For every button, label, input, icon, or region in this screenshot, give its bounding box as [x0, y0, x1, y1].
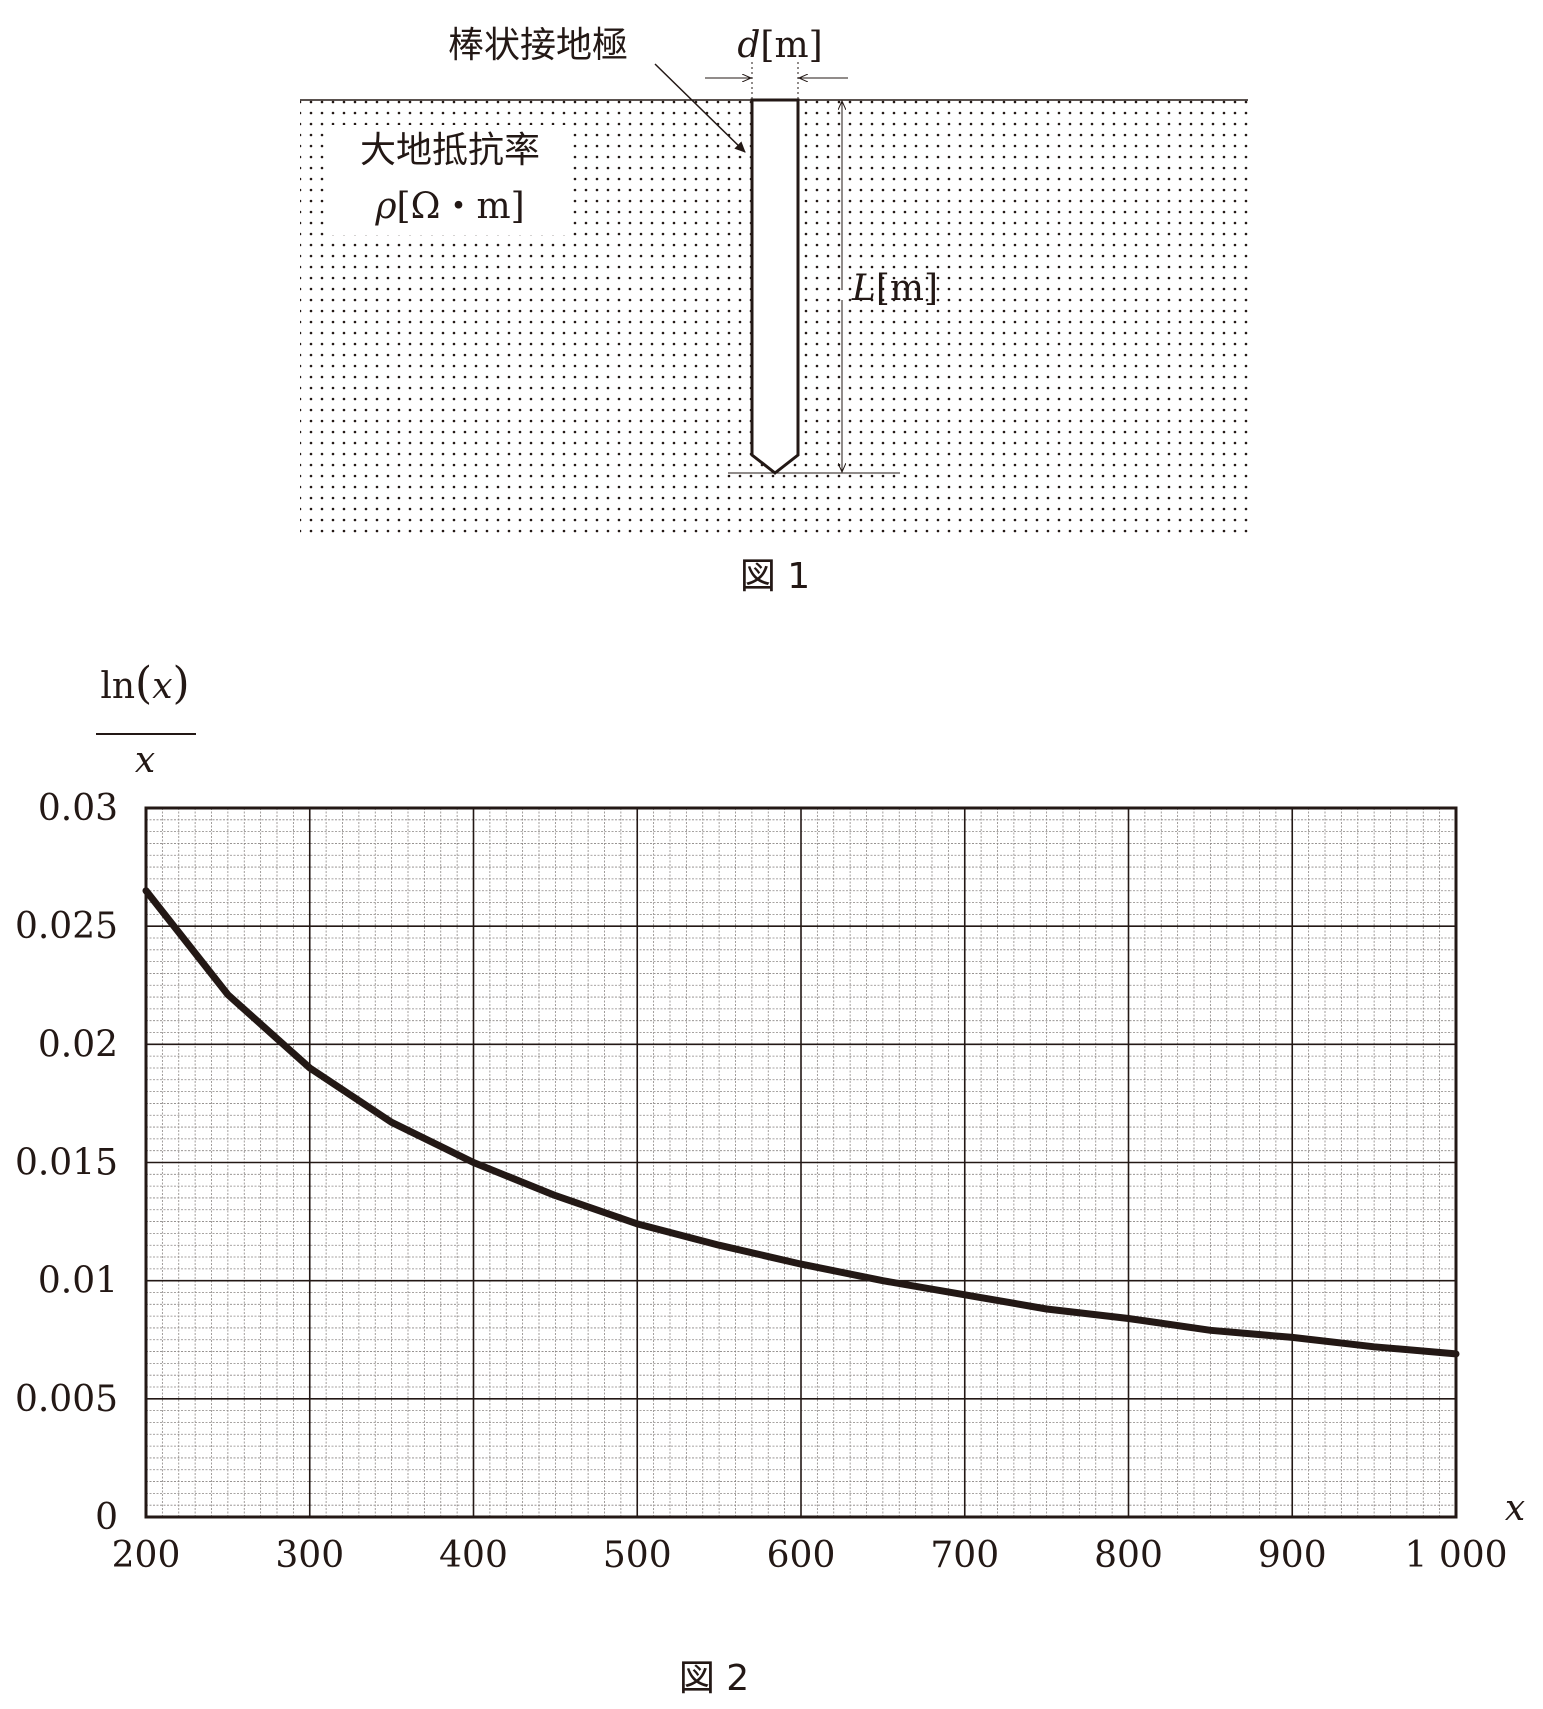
plot-frame [144, 806, 1458, 1519]
x-tick-label: 800 [1094, 1535, 1163, 1576]
diameter-var: d [737, 25, 760, 66]
x-tick-label: 700 [930, 1535, 999, 1576]
diameter-unit: [m] [760, 25, 822, 66]
figure-2-caption: 図 2 [679, 1658, 749, 1699]
x-tick-label: 200 [112, 1535, 181, 1576]
resistivity-label: 大地抵抗率 [360, 130, 540, 171]
length-unit: [m] [876, 268, 938, 309]
length-label: L[m] [851, 268, 938, 309]
x-tick-label: 600 [767, 1535, 836, 1576]
y-tick-label: 0.015 [15, 1143, 118, 1184]
figure-1-caption: 図 1 [740, 556, 810, 597]
length-var: L [851, 268, 876, 309]
series-line-ln-x-over-x [142, 887, 1460, 1358]
resistivity-symbol: ρ[Ω・m] [374, 186, 524, 227]
y-axis-label-ln: ln [100, 666, 135, 707]
x-tick-label: 500 [603, 1535, 672, 1576]
diameter-label: d[m] [737, 25, 822, 66]
x-tick-label: 900 [1258, 1535, 1327, 1576]
x-tick-label: 300 [275, 1535, 344, 1576]
y-tick-label: 0.02 [38, 1024, 118, 1065]
y-tick-label: 0.005 [15, 1379, 118, 1420]
y-tick-label: 0.03 [38, 788, 118, 829]
figure-2-chart: 0 0.005 0.01 0.015 0.02 0.025 0.03 200 300 400 50… [15, 658, 1525, 1699]
ground-rod [750, 98, 800, 475]
y-axis-label-arg: x [152, 666, 172, 707]
x-axis-label: x [1505, 1488, 1525, 1529]
y-axis-label-numerator: ln(x) [100, 658, 189, 709]
x-tick-label: 1 000 [1404, 1535, 1507, 1576]
resistivity-label-box [330, 125, 570, 235]
rod-label: 棒状接地極 [448, 25, 628, 66]
y-tick-label: 0.025 [15, 906, 118, 947]
y-axis-label-denominator: x [135, 740, 155, 781]
y-tick-label: 0.01 [38, 1261, 118, 1302]
y-tick-labels: 0 0.005 0.01 0.015 0.02 0.025 0.03 [15, 788, 118, 1538]
y-tick-label: 0 [95, 1497, 118, 1538]
resistivity-var: ρ [374, 186, 396, 227]
x-tick-labels: 200 300 400 500 600 700 800 900 1 000 [112, 1535, 1508, 1576]
x-tick-label: 400 [439, 1535, 508, 1576]
resistivity-unit: [Ω・m] [397, 186, 525, 227]
rod-pointer-arrow [654, 63, 746, 153]
figure-1-ground-rod-diagram: 大地抵抗率 ρ[Ω・m] 棒状接地極 d[m] L[m] 図 1 [300, 25, 1248, 597]
